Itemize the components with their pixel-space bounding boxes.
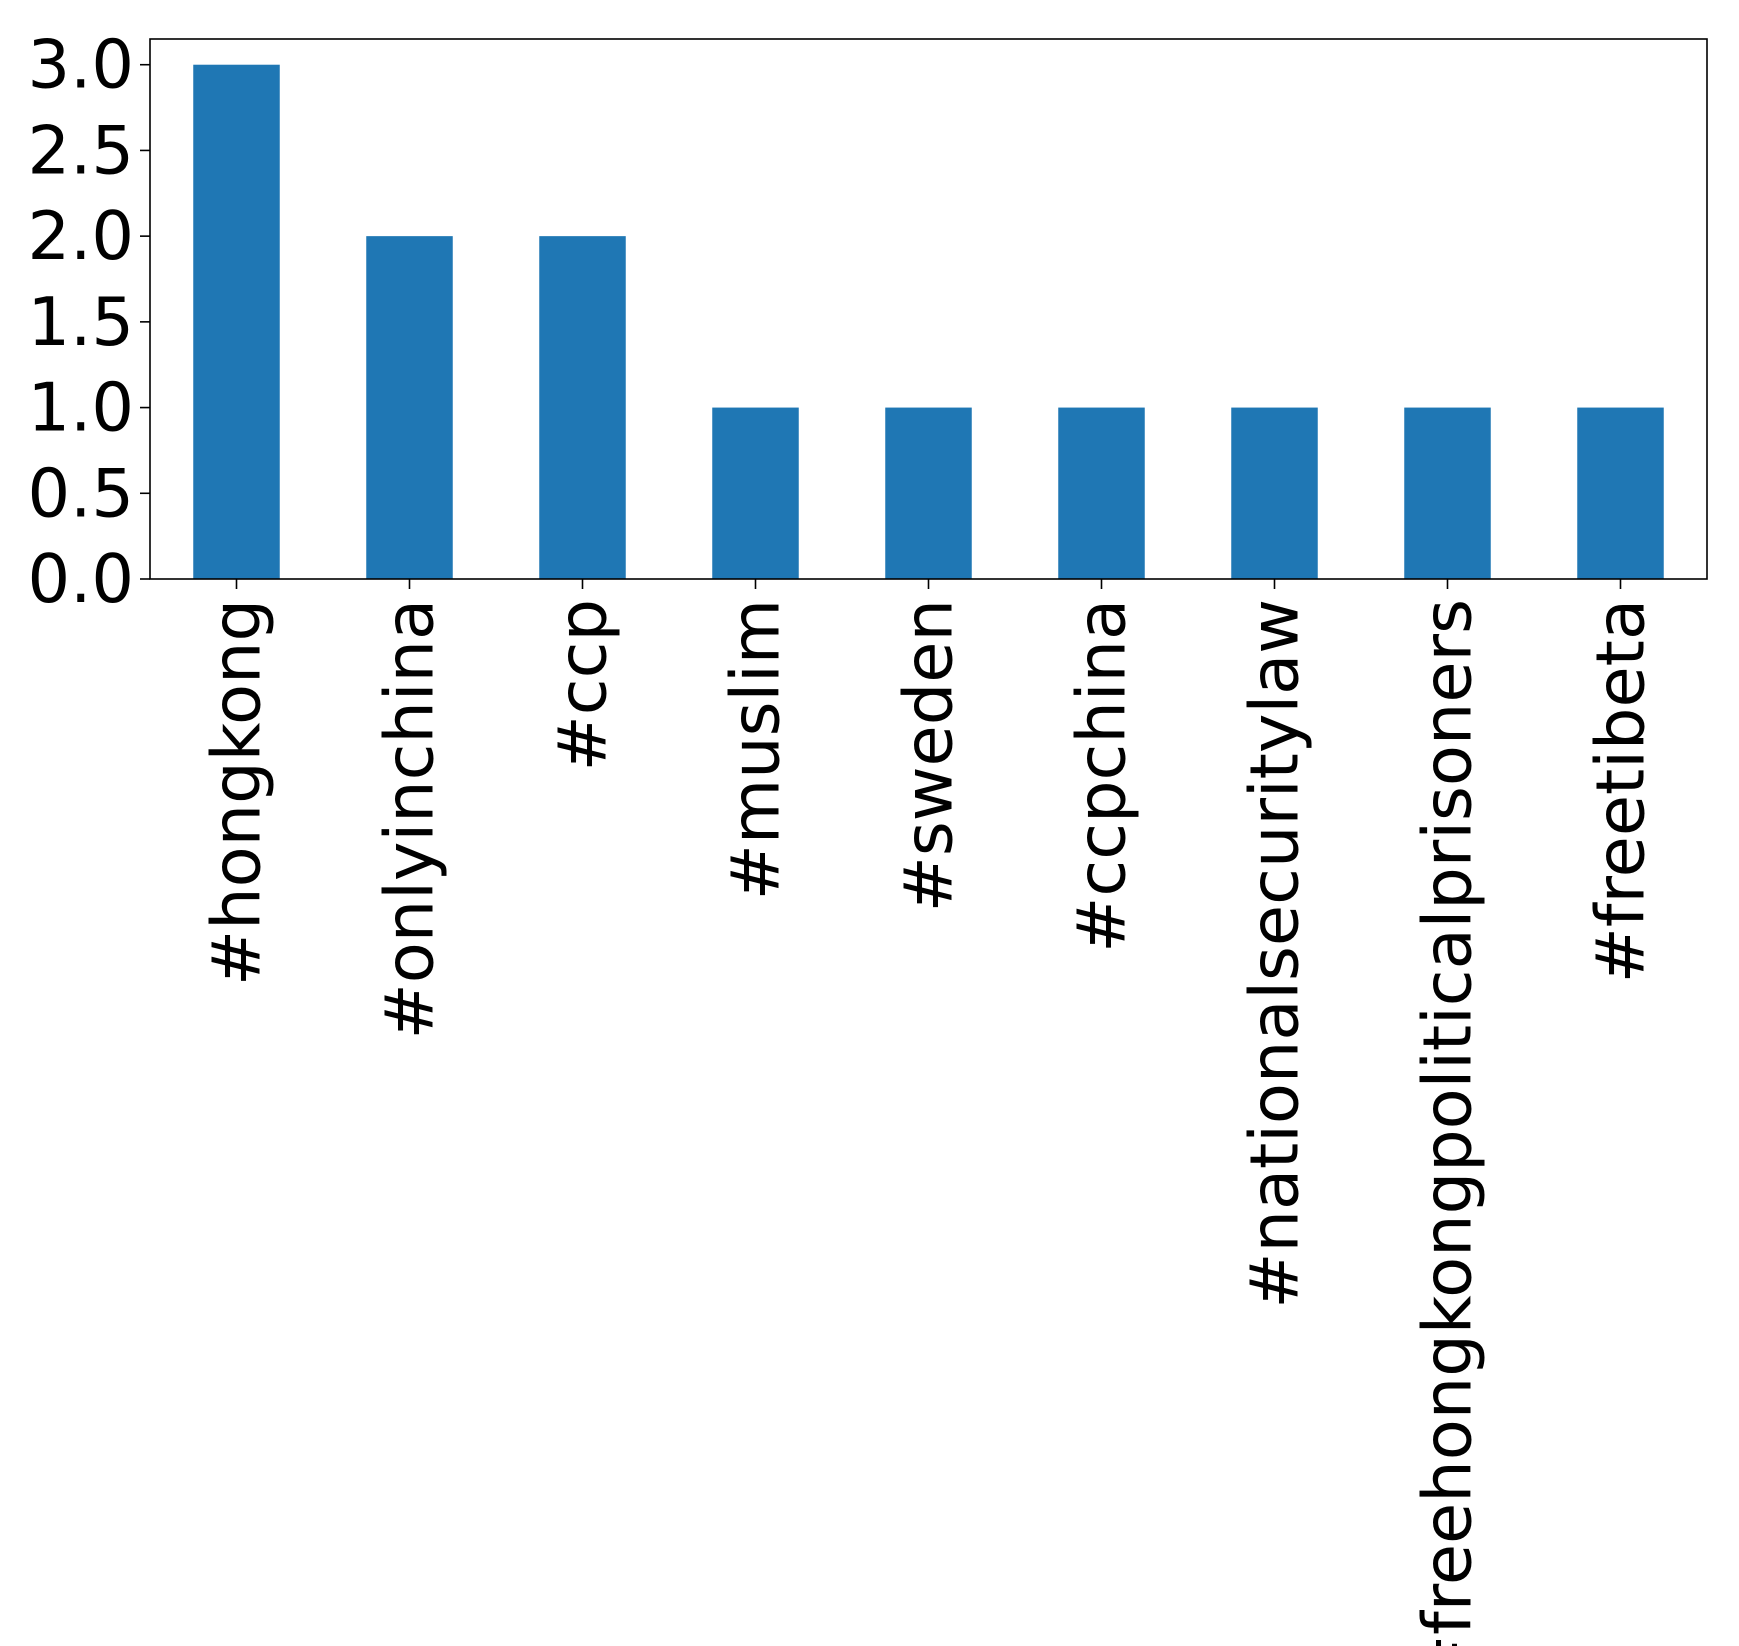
y-axis: 0.0 0.51.0 1.5 2.0 2.53.0 — [27, 26, 150, 618]
bar-sweden — [885, 407, 972, 579]
x-tick-label: #freetibeta — [1582, 599, 1660, 983]
y-tick-label: 3.0 — [27, 26, 134, 104]
bar-freehongkongpoliticalprisoners — [1404, 407, 1491, 579]
bar-onlyinchina — [366, 236, 453, 579]
y-tick-label: 0.5 — [27, 454, 134, 532]
y-tick-label: 1.0 — [27, 369, 134, 447]
x-tick-label: #hongkong — [198, 599, 276, 986]
x-tick-label: #muslim — [717, 599, 795, 900]
bar-ccp — [539, 236, 626, 579]
x-tick-label: #nationalsecuritylaw — [1236, 599, 1314, 1309]
x-tick-label: #ccpchina — [1063, 599, 1141, 953]
y-tick-label: 2.0 — [27, 197, 134, 275]
plot-area-frame — [149, 38, 1708, 580]
bar-hongkong — [193, 64, 280, 579]
bars-group — [193, 64, 1664, 579]
bar-ccpchina — [1058, 407, 1145, 579]
x-axis: #hongkong #onlyinchina #ccp #muslim #sweden #… — [198, 579, 1660, 1646]
bar-freetibeta — [1577, 407, 1664, 579]
x-tick-label: #ccp — [544, 599, 622, 771]
x-tick-label: #freehongkongpoliticalprisoners — [1409, 599, 1487, 1646]
x-tick-label: #sweden — [890, 599, 968, 912]
bar-muslim — [712, 407, 799, 579]
bar-nationalsecuritylaw — [1231, 407, 1318, 579]
y-tick-label: 0.0 — [27, 540, 134, 618]
x-tick-label: #onlyinchina — [371, 599, 449, 1039]
y-tick-label: 1.5 — [27, 283, 134, 361]
y-tick-label: 2.5 — [27, 111, 134, 189]
